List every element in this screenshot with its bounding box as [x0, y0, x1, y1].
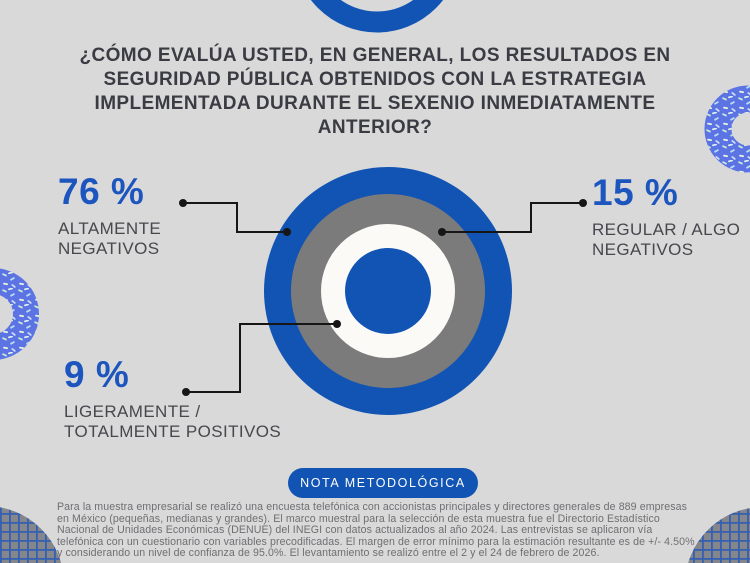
speckled-donut-left	[0, 268, 39, 360]
stat-label-15-line2: NEGATIVOS	[592, 239, 694, 259]
stat-value-76: 76 %	[58, 171, 145, 212]
stat-label-76-line1: ALTAMENTE	[58, 219, 162, 238]
callout-dot-15-label	[579, 199, 587, 207]
stat-label-9-line1: LIGERAMENTE /	[64, 402, 201, 421]
stat-block-9: 9 % LIGERAMENTE / TOTALMENTE POSITIVOS	[64, 356, 281, 442]
stat-label-76: ALTAMENTE NEGATIVOS	[58, 219, 161, 259]
stat-block-76: 76 % ALTAMENTE NEGATIVOS	[58, 173, 161, 259]
methodology-note: Para la muestra empresarial se realizó u…	[57, 501, 695, 559]
top-ring-decoration	[310, 0, 444, 33]
stat-block-15: 15 % REGULAR / ALGO NEGATIVOS	[592, 174, 740, 260]
stat-label-76-line2: NEGATIVOS	[58, 238, 160, 258]
stat-value-15: 15 %	[592, 172, 679, 213]
survey-question-title: ¿CÓMO EVALÚA USTED, EN GENERAL, LOS RESU…	[79, 45, 671, 139]
stat-label-15: REGULAR / ALGO NEGATIVOS	[592, 220, 740, 260]
donut-center-circle	[345, 248, 431, 334]
stat-label-15-line1: REGULAR / ALGO	[592, 220, 741, 239]
methodology-badge: NOTA METODOLÓGICA	[288, 468, 478, 498]
callout-dot-76-label	[179, 199, 187, 207]
speckled-donut-right	[704, 85, 750, 173]
stat-label-9-line2: TOTALMENTE POSITIVOS	[64, 421, 282, 441]
stat-value-9: 9 %	[64, 354, 130, 395]
stat-label-9: LIGERAMENTE / TOTALMENTE POSITIVOS	[64, 402, 281, 442]
callout-line-76	[183, 202, 287, 233]
plaid-circle-bottom-left	[0, 507, 62, 563]
